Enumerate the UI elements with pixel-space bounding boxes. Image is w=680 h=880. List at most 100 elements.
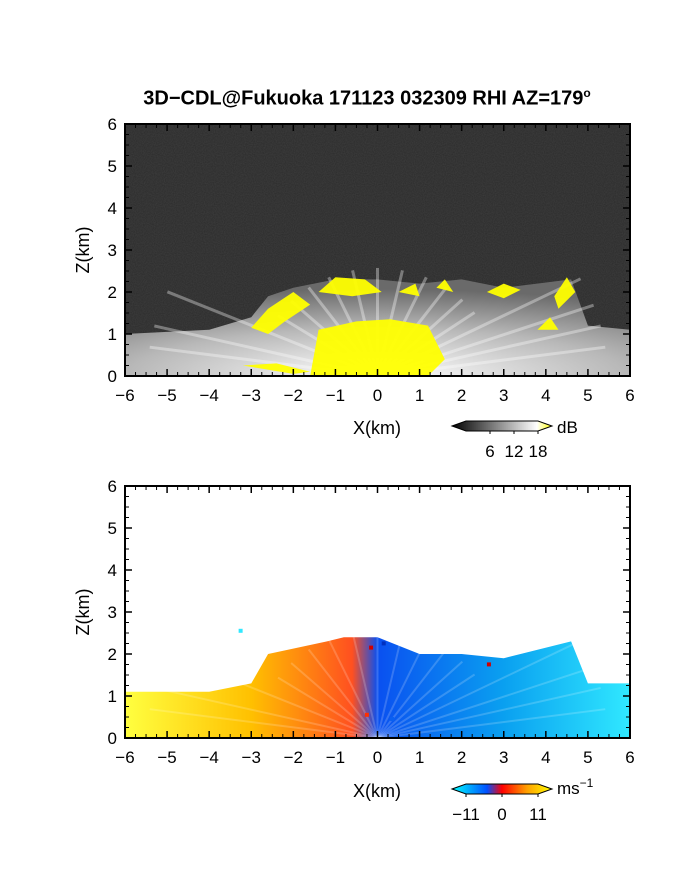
- velocity-ray: [376, 632, 404, 738]
- velocity-ray: [154, 686, 378, 738]
- velocity-ytick-label: 6: [108, 477, 117, 496]
- velocity-colorbar-unit-base: ms: [557, 779, 580, 798]
- velocity-xtick-label: 6: [625, 748, 634, 767]
- snr-ytick-label: 4: [108, 199, 117, 218]
- velocity-colorbar-tick-label: 0: [497, 805, 506, 824]
- velocity-ray: [377, 708, 606, 738]
- snr-xtick-label: 6: [625, 386, 634, 405]
- velocity-colorbar-tick-label: 11: [529, 805, 547, 824]
- velocity-ray: [307, 648, 379, 738]
- velocity-ray: [290, 662, 379, 738]
- snr-ylabel: Z(km): [73, 227, 93, 274]
- snr-xtick-label: −6: [115, 386, 134, 405]
- snr-saturated-patch: [537, 317, 559, 330]
- velocity-colorbar-unit-exp: −1: [580, 776, 594, 790]
- snr-axes: −6 −5 −4 −3 −2 −1 0 1 2 3 4 5 6 0 1 2 3 4 5 6: [108, 115, 635, 405]
- snr-xtick-label: 3: [499, 386, 508, 405]
- figure-title-text: 3D−CDL@Fukuoka 171123 032309 RHI AZ=179: [143, 87, 584, 110]
- velocity-speckle: [238, 628, 491, 721]
- snr-colorbar-tick-label: 18: [529, 442, 548, 461]
- velocity-colorbar-bar: [450, 783, 554, 795]
- velocity-speckle-pixel: [390, 717, 395, 721]
- velocity-ray: [149, 708, 378, 738]
- velocity-axes: −6 −5 −4 −3 −2 −1 0 1 2 3 4 5 6 0 1 2 3 4 5 6: [108, 477, 635, 767]
- velocity-ray: [376, 648, 448, 738]
- snr-saturated-patch: [310, 319, 445, 376]
- snr-saturated-patch: [398, 283, 420, 297]
- velocity-rays: [149, 630, 606, 738]
- snr-colorbar-bar: [450, 420, 554, 432]
- velocity-xtick-label: −1: [326, 748, 345, 767]
- velocity-ytick-label: 4: [108, 561, 117, 580]
- velocity-ytick-label: 3: [108, 603, 117, 622]
- velocity-ray: [377, 686, 601, 738]
- figure-title: 3D−CDL@Fukuoka 171123 032309 RHI AZ=179o: [0, 86, 680, 111]
- velocity-xlabel: X(km): [353, 781, 401, 801]
- snr-saturated-patch: [554, 277, 576, 309]
- snr-ytick-label: 3: [108, 241, 117, 260]
- snr-xlabel: X(km): [353, 418, 401, 438]
- velocity-ray: [167, 652, 378, 738]
- velocity-ray: [376, 673, 476, 738]
- snr-saturated-regions: [242, 277, 576, 376]
- velocity-ray: [377, 639, 582, 738]
- velocity-echo-region: [125, 637, 630, 738]
- snr-xtick-label: 5: [583, 386, 592, 405]
- snr-xtick-label: 4: [541, 386, 550, 405]
- velocity-ytick-label: 1: [108, 687, 117, 706]
- velocity-ray: [327, 638, 379, 738]
- velocity-ray: [351, 632, 379, 738]
- velocity-colorbar-ticks: −11 0 11: [452, 794, 547, 824]
- velocity-xtick-label: −2: [284, 748, 303, 767]
- snr-xtick-label: 1: [415, 386, 424, 405]
- figure-title-degree: o: [583, 86, 591, 100]
- velocity-speckle-pixel: [238, 628, 243, 633]
- velocity-xtick-label: 3: [499, 748, 508, 767]
- snr-saturated-patch: [436, 279, 454, 292]
- velocity-ray: [376, 660, 464, 738]
- velocity-xtick-label: −3: [242, 748, 261, 767]
- snr-xtick-label: 0: [373, 386, 382, 405]
- velocity-speckle-pixel: [369, 645, 374, 650]
- velocity-ray: [377, 666, 594, 738]
- snr-colorbar-unit: dB: [557, 418, 578, 437]
- velocity-speckle-pixel: [364, 712, 369, 717]
- snr-xtick-label: −1: [326, 386, 345, 405]
- velocity-xtick-label: −4: [199, 748, 218, 767]
- snr-ytick-label: 1: [108, 325, 117, 344]
- snr-ytick-label: 6: [108, 115, 117, 134]
- velocity-ylabel: Z(km): [73, 589, 93, 636]
- velocity-ray: [277, 676, 379, 738]
- velocity-xtick-label: 2: [457, 748, 466, 767]
- snr-xtick-label: −3: [242, 386, 261, 405]
- snr-xtick-label: −2: [284, 386, 303, 405]
- snr-colorbar-tick-label: 6: [485, 442, 494, 461]
- snr-colorbar-tick-label: 12: [505, 442, 524, 461]
- snr-ytick-label: 5: [108, 157, 117, 176]
- snr-saturated-patch: [318, 277, 382, 297]
- snr-xtick-label: 2: [457, 386, 466, 405]
- velocity-colorbar: −11 0 11 ms−1: [450, 776, 594, 824]
- velocity-xtick-label: −5: [157, 748, 176, 767]
- velocity-xtick-label: 5: [583, 748, 592, 767]
- velocity-colorbar-tick-label: −11: [452, 805, 480, 824]
- velocity-xtick-label: 1: [415, 748, 424, 767]
- snr-ytick-label: 2: [108, 283, 117, 302]
- velocity-ytick-label: 2: [108, 645, 117, 664]
- snr-saturated-patch: [486, 283, 521, 299]
- velocity-speckle-pixel: [381, 641, 386, 646]
- velocity-ray: [376, 638, 428, 738]
- velocity-panel: −6 −5 −4 −3 −2 −1 0 1 2 3 4 5 6 0 1 2 3 4 5 6 X(km) Z(km) −…: [73, 477, 635, 824]
- snr-colorbar: 6 12 18 dB: [450, 418, 578, 461]
- velocity-xtick-label: −6: [115, 748, 134, 767]
- snr-colorbar-ticks: 6 12 18: [485, 431, 547, 461]
- velocity-colorbar-unit: ms−1: [557, 776, 594, 798]
- snr-ytick-label: 0: [108, 367, 117, 386]
- snr-xtick-label: −4: [199, 386, 218, 405]
- snr-saturated-patch: [251, 292, 311, 334]
- velocity-speckle-pixel: [486, 662, 491, 667]
- velocity-ytick-label: 0: [108, 729, 117, 748]
- velocity-ytick-label: 5: [108, 519, 117, 538]
